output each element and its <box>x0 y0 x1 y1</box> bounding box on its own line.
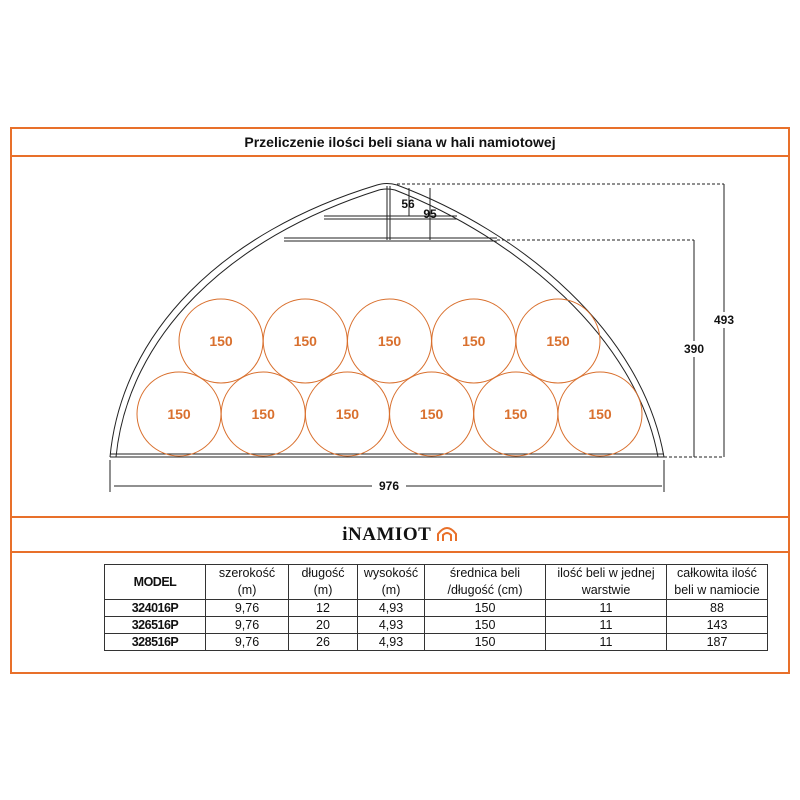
table-cell: 187 <box>666 633 768 651</box>
column-header: szerokość (m) <box>205 564 289 600</box>
table-cell: 4,93 <box>357 616 425 634</box>
header-line: beli w namiocie <box>674 583 760 597</box>
header-line: MODEL <box>133 574 177 589</box>
bale-diameter-label: 150 <box>504 406 528 422</box>
header-line: (m) <box>237 583 257 597</box>
table-cell: 143 <box>666 616 768 634</box>
column-header: całkowita ilość beli w namiocie <box>666 564 768 600</box>
table-cell: 12 <box>288 599 358 617</box>
table-cell: 150 <box>424 633 546 651</box>
column-header: MODEL <box>104 564 206 600</box>
table-cell: 324016P <box>104 599 206 617</box>
header-line: /długość (cm) <box>447 583 523 597</box>
width-976-label: 976 <box>379 479 399 493</box>
bale-diameter-label: 150 <box>420 406 444 422</box>
table-cell: 4,93 <box>357 633 425 651</box>
bale-diameter-label: 150 <box>167 406 191 422</box>
table-row: 326516P 9,76 20 4,93 150 11 143 <box>104 616 768 634</box>
hay-bale <box>515 298 601 384</box>
tent-outer-arch <box>109 183 665 458</box>
header-line: wysokość <box>363 566 419 580</box>
dim-56-label: 56 <box>401 197 415 211</box>
column-header: średnica beli/długość (cm) <box>424 564 546 600</box>
header-line: (m) <box>313 583 333 597</box>
bale-diameter-label: 150 <box>588 406 612 422</box>
bale-diameter-label: 150 <box>462 333 486 349</box>
table-cell: 9,76 <box>205 616 289 634</box>
dim-95-label: 95 <box>423 207 437 221</box>
bale-diameter-label: 150 <box>378 333 402 349</box>
tent-icon <box>436 527 457 541</box>
table-cell: 326516P <box>104 616 206 634</box>
bale-diameter-label: 150 <box>294 333 318 349</box>
table-cell: 11 <box>545 633 667 651</box>
column-header: wysokość (m) <box>357 564 425 600</box>
tent-cross-section-drawing: 150 150 150 150 150 150 150 150 150 150 150 493 39… <box>109 183 740 493</box>
hay-bale <box>557 371 643 457</box>
bale-diameter-label: 150 <box>336 406 360 422</box>
header-line: całkowita ilość <box>677 566 757 580</box>
table-cell: 9,76 <box>205 599 289 617</box>
height-390-label: 390 <box>684 342 704 356</box>
table-cell: 328516P <box>104 633 206 651</box>
height-493-label: 493 <box>714 313 734 327</box>
bale-diameter-label: 150 <box>209 333 233 349</box>
header-line: długość <box>301 566 345 580</box>
table-cell: 11 <box>545 616 667 634</box>
bale-diameter-label: 150 <box>546 333 570 349</box>
header-line: ilość beli w jednej <box>557 566 655 580</box>
column-header: ilość beli w jednej warstwie <box>545 564 667 600</box>
table-cell: 150 <box>424 616 546 634</box>
document-frame: Przeliczenie ilości beli siana w hali na… <box>10 127 790 674</box>
table-cell: 26 <box>288 633 358 651</box>
logo-bar: iNAMIOT <box>12 516 788 553</box>
table-cell: 9,76 <box>205 633 289 651</box>
header-line: średnica beli <box>449 566 521 580</box>
table-row: 328516P 9,76 26 4,93 150 11 187 <box>104 633 768 651</box>
table-cell: 88 <box>666 599 768 617</box>
table-cell: 20 <box>288 616 358 634</box>
brand-logo: iNAMIOT <box>342 524 432 545</box>
bale-diameter-label: 150 <box>252 406 276 422</box>
header-line: szerokość <box>218 566 276 580</box>
table-cell: 150 <box>424 599 546 617</box>
header-line: warstwie <box>581 583 631 597</box>
page-title: Przeliczenie ilości beli siana w hali na… <box>12 129 788 157</box>
header-line: (m) <box>381 583 401 597</box>
table-cell: 4,93 <box>357 599 425 617</box>
models-table: MODEL szerokość (m) długość (m) wysokość (m) śr… <box>104 564 768 651</box>
table-row: 324016P 9,76 12 4,93 150 11 88 <box>104 599 768 617</box>
table-cell: 11 <box>545 599 667 617</box>
column-header: długość (m) <box>288 564 358 600</box>
